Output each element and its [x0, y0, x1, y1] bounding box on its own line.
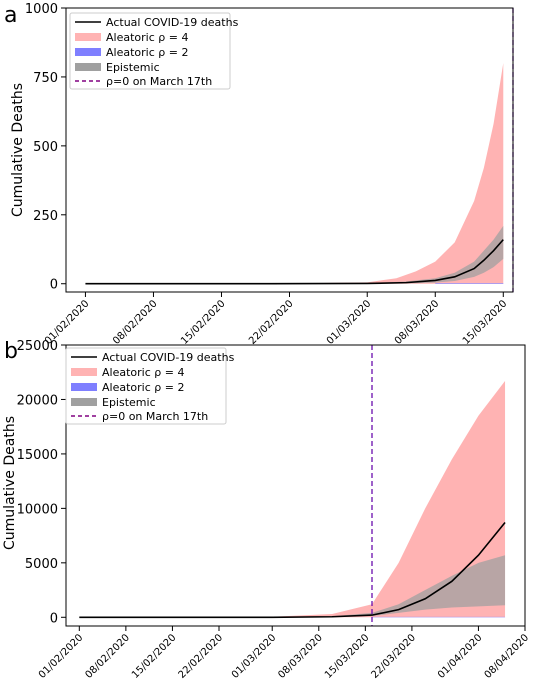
legend-label-actual: Actual COVID-19 deaths	[102, 351, 235, 364]
panel-b-label: b	[4, 339, 18, 364]
legend-swatch-aleatoric-2	[75, 48, 101, 56]
y-tick-label: 0	[50, 611, 58, 626]
legend-swatch-aleatoric-2	[71, 383, 97, 391]
legend-label-aleatoric-4: Aleatoric ρ = 4	[106, 31, 188, 44]
y-tick-label: 500	[33, 140, 58, 155]
y-tick-label: 5000	[25, 557, 58, 572]
legend-swatch-epistemic	[75, 63, 101, 71]
panel-a-ylabel: Cumulative Deaths	[10, 83, 26, 217]
x-tick-label: 08/03/2020	[276, 632, 325, 681]
x-tick-label: 01/03/2020	[230, 632, 279, 681]
x-tick-label: 01/04/2020	[436, 632, 485, 681]
x-tick-label: 08/02/2020	[83, 632, 132, 681]
y-tick-label: 750	[33, 71, 58, 86]
legend-label-epistemic: Epistemic	[106, 61, 160, 74]
plot-frame	[65, 344, 526, 627]
x-tick-label: 08/02/2020	[111, 298, 160, 347]
y-tick-label: 25000	[17, 339, 58, 354]
x-tick-label: 22/02/2020	[247, 298, 296, 347]
legend-label-epistemic: Epistemic	[102, 396, 156, 409]
line-actual-deaths	[85, 239, 504, 285]
panel-b: b Cumulative Deaths 0 5000 10000 15000 20000…	[2, 339, 531, 681]
x-tick-label: 22/02/2020	[177, 632, 226, 681]
x-tick-label: 01/02/2020	[37, 632, 86, 681]
panel-a-legend: Actual COVID-19 deaths Aleatoric ρ = 4 A…	[69, 12, 239, 90]
band-aleatoric-2	[435, 283, 504, 284]
legend-label-march17: ρ=0 on March 17th	[102, 410, 208, 423]
legend-label-march17: ρ=0 on March 17th	[106, 75, 212, 88]
panel-b-legend: Actual COVID-19 deaths Aleatoric ρ = 4 A…	[65, 347, 235, 425]
y-tick-label: 10000	[17, 502, 58, 517]
y-tick-label: 1000	[25, 2, 58, 17]
x-tick-label: 08/04/2020	[483, 632, 532, 681]
band-aleatoric-4	[85, 63, 504, 284]
y-tick-label: 15000	[17, 448, 58, 463]
y-tick-label: 0	[50, 278, 58, 293]
legend-swatch-aleatoric-4	[71, 368, 97, 376]
line-actual-deaths	[79, 522, 506, 619]
band-epistemic	[85, 225, 504, 284]
y-tick-label: 20000	[17, 393, 58, 408]
legend-label-actual: Actual COVID-19 deaths	[106, 16, 239, 29]
x-tick-label: 15/02/2020	[130, 632, 179, 681]
legend-label-aleatoric-2: Aleatoric ρ = 2	[106, 46, 188, 59]
legend-frame	[65, 347, 227, 425]
x-tick-label: 01/03/2020	[325, 298, 374, 347]
legend-label-aleatoric-2: Aleatoric ρ = 2	[102, 381, 184, 394]
legend-swatch-aleatoric-4	[75, 33, 101, 41]
x-tick-label: 15/03/2020	[323, 632, 372, 681]
x-tick-label: 22/03/2020	[369, 632, 418, 681]
y-tick-label: 250	[33, 209, 58, 224]
legend-swatch-epistemic	[71, 398, 97, 406]
legend-label-aleatoric-4: Aleatoric ρ = 4	[102, 366, 184, 379]
panel-a: a Cumulative Deaths 0250500750100001/02/…	[4, 2, 514, 347]
legend-frame	[69, 12, 231, 90]
panel-a-label: a	[4, 3, 17, 28]
x-tick-label: 15/03/2020	[461, 298, 510, 347]
x-tick-label: 08/03/2020	[393, 298, 442, 347]
panel-b-ylabel: Cumulative Deaths	[2, 416, 18, 550]
x-tick-label: 15/02/2020	[179, 298, 228, 347]
